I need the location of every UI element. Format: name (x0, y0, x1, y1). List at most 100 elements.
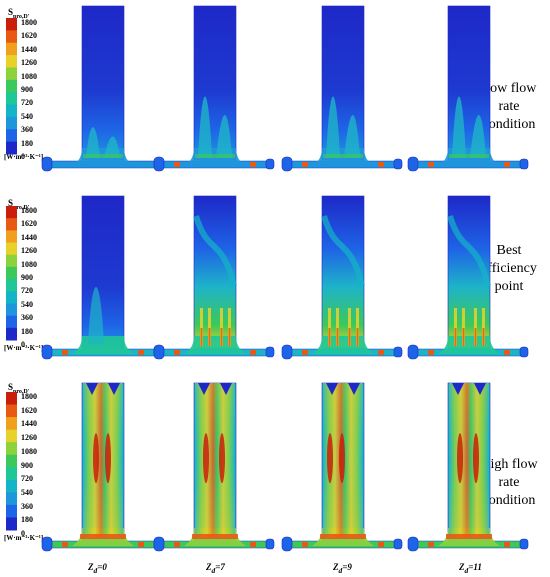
flow-band-overlay (195, 383, 235, 538)
channel-hotspot (138, 542, 144, 547)
colorbar-tick-label: 540 (21, 111, 33, 121)
colorbar-swatch (6, 67, 17, 81)
channel-hotspot (138, 350, 144, 355)
colorbar-swatch (6, 479, 17, 493)
tube-flare (438, 336, 500, 354)
flow-streak (454, 308, 457, 346)
near-wall-band (320, 534, 366, 539)
colorbar-swatch (6, 442, 17, 456)
colorbar-swatch (6, 266, 17, 280)
volute-left (41, 156, 53, 172)
flow-streak (328, 308, 331, 346)
top-notch (474, 383, 486, 395)
flow-streak (474, 328, 477, 346)
channel-hotspot (428, 350, 434, 355)
top-notch (86, 383, 98, 395)
colorbar-tick-label: 0 (21, 152, 25, 161)
colorbar-tick-label: 1800 (21, 392, 37, 401)
top-notch (108, 383, 120, 395)
flow-contour (193, 215, 237, 287)
condition-label-high-flow: High flow rate condition (480, 457, 538, 508)
channel-hotspot (250, 350, 256, 355)
near-wall-band (449, 154, 489, 158)
colorbar-tick-label: 1080 (21, 71, 37, 81)
colorbar-swatch (6, 504, 17, 518)
channel-hotspot (250, 162, 256, 167)
colorbar-swatch (6, 404, 17, 418)
volute-left (153, 536, 165, 552)
tube-flare (184, 336, 246, 354)
top-notch (452, 383, 464, 395)
colorbar-swatch (6, 303, 17, 317)
condition-label-best-efficiency: Best efficiency point (481, 243, 537, 294)
flow-plume (326, 96, 340, 158)
flow-contour (447, 215, 491, 287)
colorbar-swatch (6, 79, 17, 93)
colorbar-tick-label: 1260 (21, 433, 37, 443)
colorbar-tick-label: 1440 (21, 232, 37, 242)
colorbar-tick-label: 1260 (21, 58, 37, 68)
flow-plume (470, 114, 486, 158)
channel-hotspot (428, 542, 434, 547)
flow-plume (216, 114, 232, 158)
volute-right (265, 538, 275, 550)
colorbar-tick-label: 1440 (21, 44, 37, 54)
colorbar-tick-label: 1260 (21, 246, 37, 256)
flow-streak (228, 328, 231, 346)
volute-right (393, 538, 403, 550)
colorbar-tick-label: 720 (21, 286, 33, 296)
tube-flare (72, 336, 134, 354)
flow-streak (200, 308, 203, 346)
colorbar-tick-label: 1620 (21, 31, 37, 41)
volute-right (393, 158, 403, 170)
volute-left (407, 344, 419, 360)
volute-left (41, 536, 53, 552)
top-notch (220, 383, 232, 395)
colorbar-tick-label: 180 (21, 326, 33, 336)
flow-plume (86, 127, 100, 158)
flow-streak (220, 308, 223, 346)
channel-hotspot (428, 162, 434, 167)
flow-streak (228, 308, 231, 346)
flow-streak (336, 308, 339, 346)
near-wall-band (192, 534, 238, 539)
flow-plume (198, 96, 212, 158)
flow-streak (356, 328, 359, 346)
colorbar-swatch (6, 467, 17, 481)
flow-streak (462, 328, 465, 346)
volute-left (281, 536, 293, 552)
high-dissipation-core (93, 433, 99, 484)
near-wall-band (446, 534, 492, 539)
near-wall-band (323, 154, 363, 158)
column-label-zd-0: Zd=0 (88, 562, 107, 575)
colorbar-swatch (6, 18, 17, 31)
flow-streak (348, 308, 351, 346)
high-dissipation-core (219, 433, 225, 484)
outlet-tube (81, 5, 125, 161)
flow-streak (454, 328, 457, 346)
high-dissipation-core (339, 433, 345, 484)
volute-right (519, 158, 529, 170)
top-notch (326, 383, 338, 395)
volute-left (407, 156, 419, 172)
volute-right (519, 538, 529, 550)
colorbar-unit-3: [W·m⁻³·K⁻¹] (4, 534, 44, 542)
flow-plume (344, 114, 360, 158)
colorbar-unit-2: [W·m⁻³·K⁻¹] (4, 344, 44, 352)
volute-right (265, 158, 275, 170)
volute-left (281, 344, 293, 360)
near-wall-band (83, 154, 123, 158)
colorbar-swatch (6, 327, 17, 341)
column-label-zd-11: Zd=11 (459, 562, 482, 575)
flow-streak (328, 328, 331, 346)
flow-streak (348, 328, 351, 346)
colorbar-swatch (6, 230, 17, 244)
top-notch (198, 383, 210, 395)
colorbar-tick-label: 1620 (21, 219, 37, 229)
flow-streak (462, 308, 465, 346)
column-label-zd-7: Zd=7 (206, 562, 225, 575)
channel-hotspot (378, 162, 384, 167)
flow-plume (104, 136, 120, 158)
colorbar-tick-label: 1440 (21, 419, 37, 429)
